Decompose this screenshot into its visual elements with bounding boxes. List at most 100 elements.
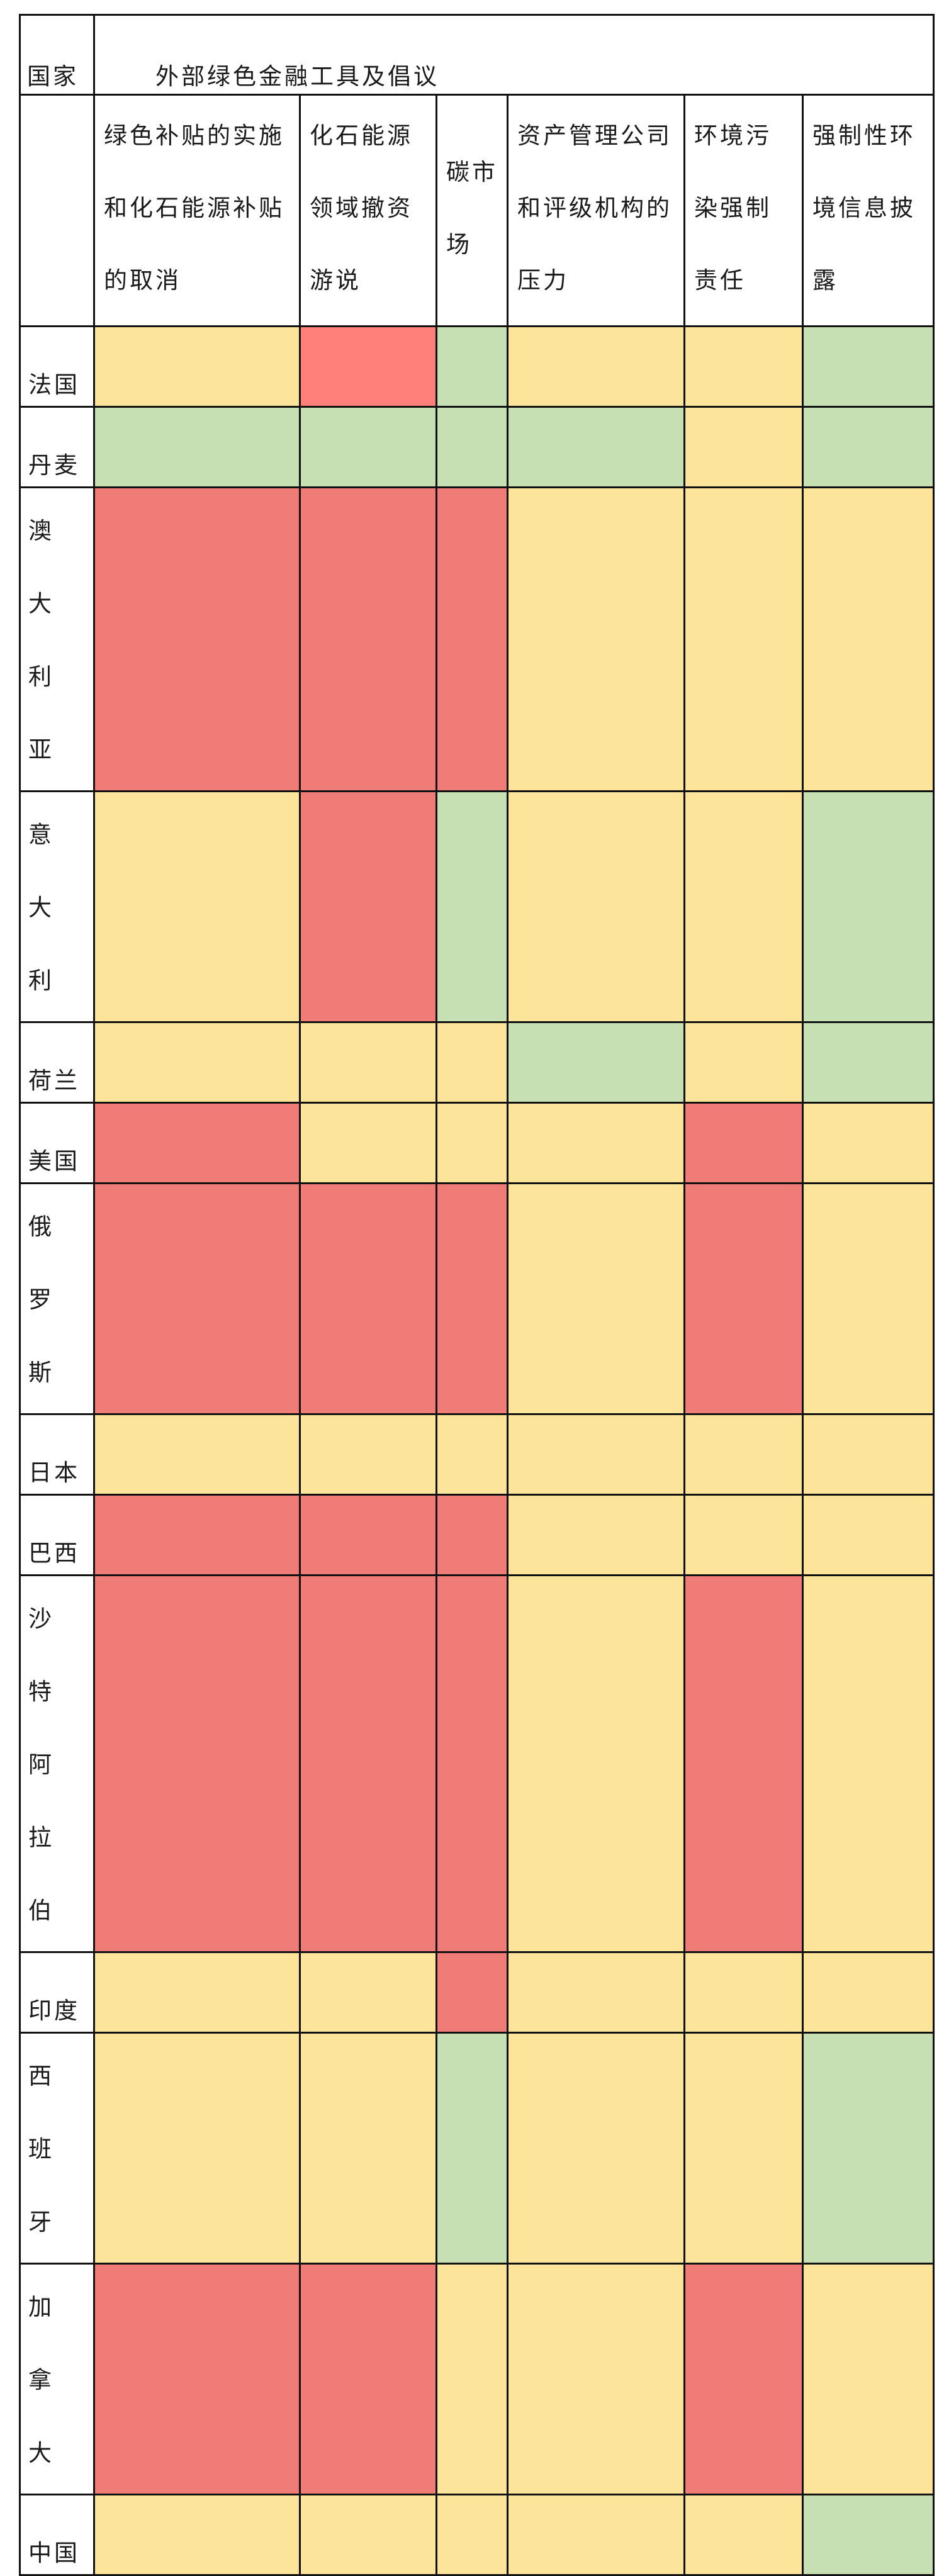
rating-cell [435,486,509,792]
rating-cell [683,1413,804,1496]
table-row: 澳大利亚 [19,486,935,792]
country-name: 俄罗斯 [28,1213,69,1386]
rating-cell [93,2263,301,2495]
table-row: 中国 [19,2494,935,2576]
rating-cell [801,325,935,408]
country-header-label: 国家 [27,63,79,90]
rating-cell [683,1574,804,1953]
rating-cell [683,2032,804,2265]
table-row: 荷兰 [19,1021,935,1104]
country-header-cell: 国家 [19,14,95,96]
column-header-row: 绿色补贴的实施和化石能源补贴的取消 化石能源领域撤资游说 碳市场 资产管理公司和… [19,94,935,327]
rating-cell [299,1574,437,1953]
column-header-label: 化石能源领域撤资游说 [310,122,413,294]
country-cell: 加拿大 [19,2263,95,2495]
column-header-label: 强制性环境信息披露 [812,122,916,294]
country-cell: 巴西 [19,1494,95,1576]
rating-cell [299,1413,437,1496]
country-cell: 澳大利亚 [19,486,95,792]
rating-cell [299,1021,437,1104]
rating-cell [435,2263,509,2495]
rating-cell [93,1574,301,1953]
rating-cell [435,325,509,408]
rating-cell [507,2494,685,2576]
rating-cell [93,1494,301,1576]
country-name: 意大利 [28,821,69,994]
rating-cell [93,486,301,792]
country-cell: 美国 [19,1102,95,1184]
rating-cell [435,1021,509,1104]
rating-cell [801,1102,935,1184]
rating-cell [801,406,935,488]
rating-cell [299,1951,437,2034]
rating-cell [507,1574,685,1953]
column-header: 绿色补贴的实施和化石能源补贴的取消 [93,94,301,327]
rating-cell [435,790,509,1023]
rating-cell [507,325,685,408]
rating-cell [507,1413,685,1496]
rating-cell [801,1413,935,1496]
rating-cell [299,406,437,488]
column-header-blank [19,94,95,327]
rating-cell [683,1951,804,2034]
rating-cell [801,1021,935,1104]
rating-cell [801,1182,935,1415]
rating-cell [507,1951,685,2034]
rating-cell [299,1102,437,1184]
rating-cell [507,1182,685,1415]
table-row: 俄罗斯 [19,1182,935,1415]
rating-cell [507,486,685,792]
table-row: 美国 [19,1102,935,1184]
rating-cell [93,1413,301,1496]
rating-cell [683,486,804,792]
country-name: 中国 [28,2540,80,2567]
rating-cell [299,1182,437,1415]
rating-cell [801,2494,935,2576]
rating-cell [683,325,804,408]
rating-cell [507,790,685,1023]
rating-cell [435,1102,509,1184]
country-name: 巴西 [28,1540,80,1567]
column-header: 化石能源领域撤资游说 [299,94,437,327]
country-name: 印度 [28,1997,80,2024]
column-header-label: 碳市场 [446,158,498,258]
country-name: 丹麦 [28,452,80,479]
rating-cell [507,406,685,488]
table-row: 巴西 [19,1494,935,1576]
rating-cell [801,2263,935,2495]
rating-cell [299,486,437,792]
rating-cell [435,1574,509,1953]
table-row: 印度 [19,1951,935,2034]
rating-cell [299,325,437,408]
rating-cell [435,2494,509,2576]
rating-cell [683,790,804,1023]
country-name: 澳大利亚 [28,517,69,763]
rating-cell [507,2263,685,2495]
country-cell: 印度 [19,1951,95,2034]
rating-cell [299,2494,437,2576]
rating-cell [507,1021,685,1104]
column-header-label: 绿色补贴的实施和化石能源补贴的取消 [104,122,284,294]
country-name: 美国 [28,1148,80,1175]
rating-cell [93,325,301,408]
rating-cell [507,1102,685,1184]
rating-cell [435,1182,509,1415]
country-cell: 法国 [19,325,95,408]
column-header: 资产管理公司和评级机构的压力 [507,94,685,327]
rating-cell [801,1951,935,2034]
table-row: 加拿大 [19,2263,935,2495]
rating-cell [683,1494,804,1576]
rating-cell [299,1494,437,1576]
table-row: 意大利 [19,790,935,1023]
rating-cell [801,486,935,792]
rating-cell [801,2032,935,2265]
country-name: 西班牙 [28,2063,69,2236]
table-row: 日本 [19,1413,935,1496]
rating-cell [435,1413,509,1496]
rating-cell [299,2263,437,2495]
rating-cell [93,406,301,488]
country-cell: 中国 [19,2494,95,2576]
rating-cell [93,1951,301,2034]
rating-cell [801,1494,935,1576]
country-cell: 丹麦 [19,406,95,488]
